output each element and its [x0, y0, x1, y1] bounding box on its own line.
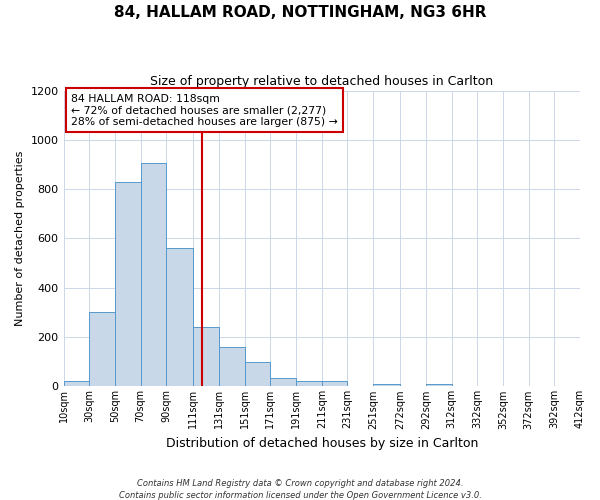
Bar [115, 182, 140, 386]
Bar [245, 362, 271, 386]
Y-axis label: Number of detached properties: Number of detached properties [15, 151, 25, 326]
Title: Size of property relative to detached houses in Carlton: Size of property relative to detached ho… [150, 75, 493, 88]
Bar [373, 384, 400, 386]
Bar [296, 382, 322, 386]
Bar [140, 164, 166, 386]
Bar [219, 347, 245, 387]
Text: 84 HALLAM ROAD: 118sqm
← 72% of detached houses are smaller (2,277)
28% of semi-: 84 HALLAM ROAD: 118sqm ← 72% of detached… [71, 94, 338, 126]
X-axis label: Distribution of detached houses by size in Carlton: Distribution of detached houses by size … [166, 437, 478, 450]
Bar [89, 312, 115, 386]
Bar [193, 327, 219, 386]
Bar [426, 384, 452, 386]
Text: Contains HM Land Registry data © Crown copyright and database right 2024.
Contai: Contains HM Land Registry data © Crown c… [119, 478, 481, 500]
Bar [271, 378, 296, 386]
Bar [64, 382, 89, 386]
Text: 84, HALLAM ROAD, NOTTINGHAM, NG3 6HR: 84, HALLAM ROAD, NOTTINGHAM, NG3 6HR [114, 5, 486, 20]
Bar [166, 248, 193, 386]
Bar [322, 382, 347, 386]
